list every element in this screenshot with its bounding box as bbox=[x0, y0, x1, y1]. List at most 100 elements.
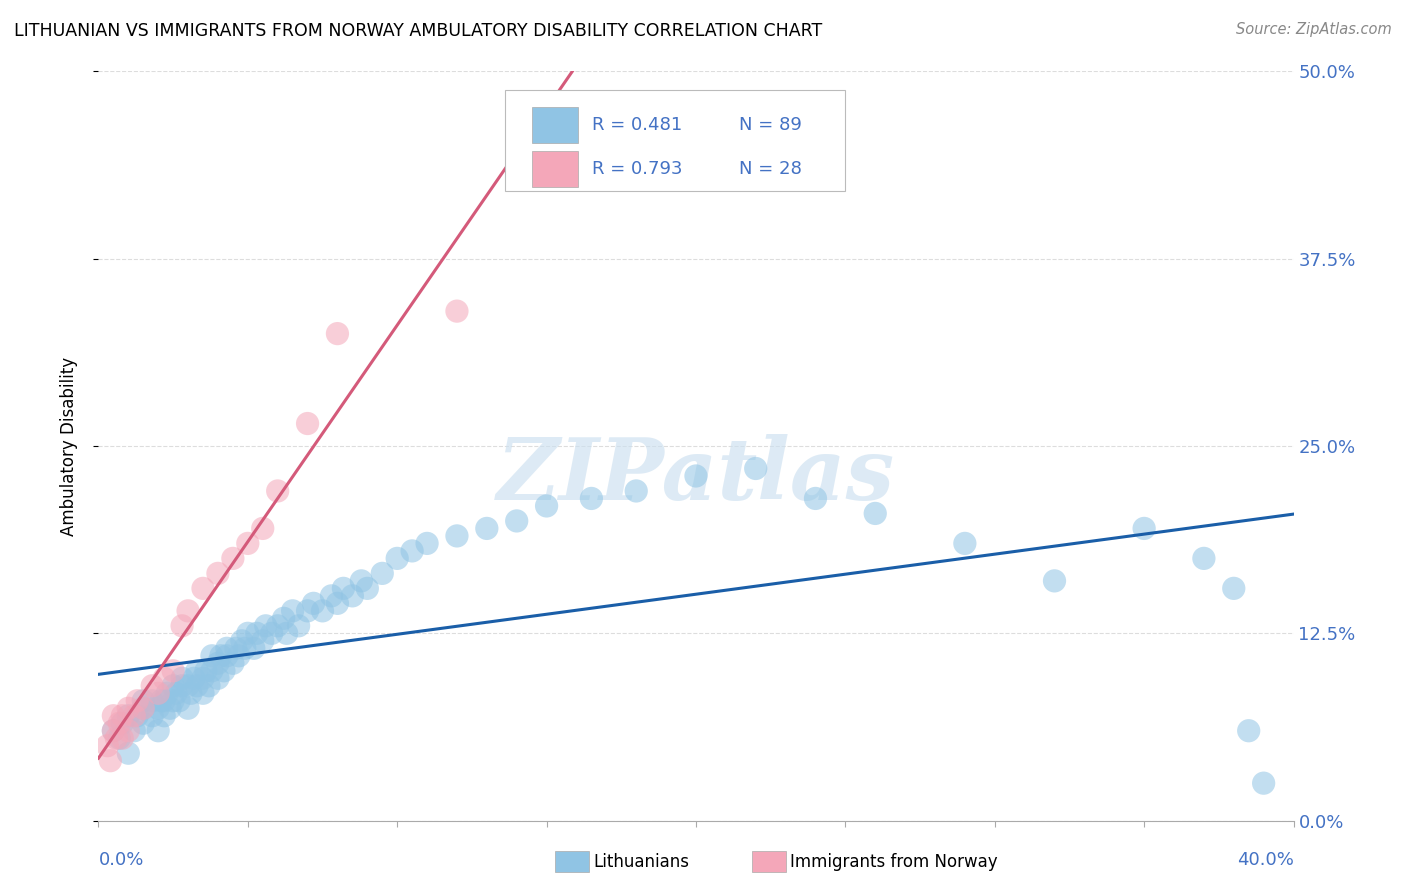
Point bbox=[117, 708, 139, 723]
Text: Lithuanians: Lithuanians bbox=[593, 853, 689, 871]
Point bbox=[371, 566, 394, 581]
Point bbox=[111, 708, 134, 723]
Point bbox=[177, 604, 200, 618]
Point bbox=[332, 582, 354, 596]
Point bbox=[141, 694, 163, 708]
Point bbox=[209, 648, 232, 663]
Point bbox=[222, 657, 245, 671]
Point bbox=[207, 566, 229, 581]
Point bbox=[165, 686, 187, 700]
Point bbox=[159, 701, 181, 715]
Point bbox=[215, 641, 238, 656]
Point bbox=[254, 619, 277, 633]
Point bbox=[150, 694, 173, 708]
Point bbox=[252, 521, 274, 535]
Point bbox=[148, 701, 170, 715]
Point bbox=[162, 664, 184, 678]
Point bbox=[276, 626, 298, 640]
Point bbox=[446, 304, 468, 318]
Point bbox=[302, 596, 325, 610]
Point bbox=[401, 544, 423, 558]
Text: N = 89: N = 89 bbox=[740, 116, 801, 135]
Point bbox=[98, 754, 122, 768]
Point bbox=[195, 664, 218, 678]
Point bbox=[252, 633, 274, 648]
Point bbox=[233, 641, 256, 656]
Point bbox=[273, 611, 295, 625]
Point bbox=[105, 731, 128, 746]
Point bbox=[246, 626, 269, 640]
Point bbox=[132, 701, 155, 715]
Point bbox=[132, 701, 155, 715]
Text: N = 28: N = 28 bbox=[740, 160, 801, 178]
Point bbox=[111, 716, 134, 731]
Text: LITHUANIAN VS IMMIGRANTS FROM NORWAY AMBULATORY DISABILITY CORRELATION CHART: LITHUANIAN VS IMMIGRANTS FROM NORWAY AMB… bbox=[14, 22, 823, 40]
Point bbox=[207, 657, 229, 671]
Point bbox=[685, 469, 707, 483]
Point bbox=[141, 708, 163, 723]
Point bbox=[186, 679, 208, 693]
Point bbox=[198, 679, 221, 693]
Bar bbox=[533, 107, 578, 144]
Point bbox=[804, 491, 827, 506]
Text: ZIPatlas: ZIPatlas bbox=[496, 434, 896, 517]
Point bbox=[124, 708, 146, 723]
Point bbox=[201, 648, 224, 663]
Point bbox=[260, 626, 283, 640]
Point bbox=[506, 514, 529, 528]
Text: R = 0.793: R = 0.793 bbox=[592, 160, 682, 178]
Point bbox=[162, 679, 184, 693]
Point bbox=[103, 723, 125, 738]
Point bbox=[172, 619, 194, 633]
Point bbox=[865, 507, 887, 521]
Point bbox=[153, 694, 176, 708]
Point bbox=[416, 536, 439, 550]
Point bbox=[108, 716, 131, 731]
Text: 40.0%: 40.0% bbox=[1237, 851, 1294, 869]
Point bbox=[167, 694, 190, 708]
Point bbox=[191, 671, 214, 685]
Point bbox=[1192, 551, 1215, 566]
Point bbox=[311, 604, 333, 618]
Point bbox=[117, 701, 139, 715]
Point bbox=[446, 529, 468, 543]
Point bbox=[172, 671, 194, 685]
Bar bbox=[533, 151, 578, 186]
Point bbox=[475, 521, 498, 535]
Point bbox=[1237, 723, 1260, 738]
Point bbox=[1253, 776, 1275, 790]
Point bbox=[228, 648, 250, 663]
Point bbox=[103, 723, 125, 738]
Point bbox=[385, 551, 409, 566]
Point bbox=[326, 596, 349, 610]
Point bbox=[236, 536, 259, 550]
Point bbox=[267, 619, 290, 633]
Point bbox=[148, 723, 170, 738]
Point bbox=[236, 626, 259, 640]
Point bbox=[297, 604, 319, 618]
Point bbox=[350, 574, 373, 588]
Point bbox=[207, 671, 229, 685]
Point bbox=[342, 589, 364, 603]
Point bbox=[186, 664, 208, 678]
Point bbox=[243, 641, 266, 656]
Point bbox=[132, 694, 155, 708]
Point bbox=[127, 694, 149, 708]
Point bbox=[153, 708, 176, 723]
Point bbox=[356, 582, 378, 596]
Point bbox=[297, 417, 319, 431]
Point bbox=[222, 551, 245, 566]
Point bbox=[124, 723, 146, 738]
Point bbox=[321, 589, 343, 603]
Point bbox=[745, 461, 768, 475]
Point bbox=[1043, 574, 1066, 588]
Point bbox=[1133, 521, 1156, 535]
Point bbox=[536, 499, 558, 513]
Point bbox=[191, 582, 214, 596]
Point bbox=[183, 671, 205, 685]
Point bbox=[177, 679, 200, 693]
Point bbox=[172, 679, 194, 693]
Point bbox=[953, 536, 976, 550]
Point bbox=[162, 694, 184, 708]
Point bbox=[326, 326, 349, 341]
